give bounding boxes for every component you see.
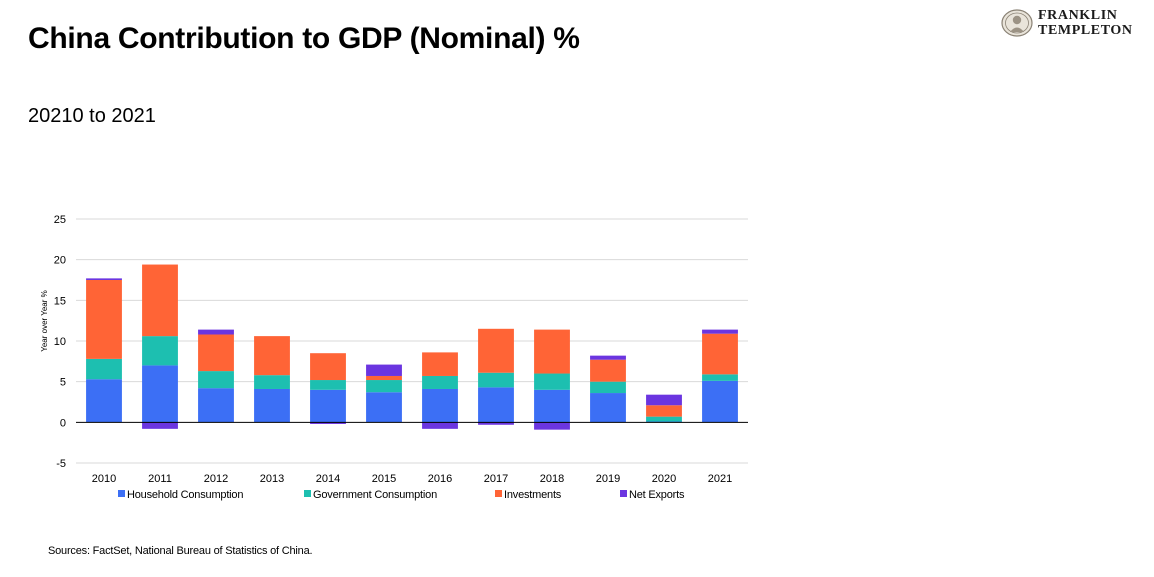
legend-label: Net Exports: [629, 489, 685, 501]
bar-segment-household-consumption: [478, 387, 514, 423]
chart-bars: [86, 264, 738, 430]
bar-segment-government-consumption: [702, 374, 738, 381]
y-tick-label: 20: [54, 255, 66, 267]
bar-segment-net-exports: [310, 422, 346, 424]
bar-segment-government-consumption: [142, 336, 178, 366]
x-tick-label: 2018: [540, 473, 564, 485]
bar-segment-net-exports: [646, 394, 682, 406]
bar-segment-net-exports: [478, 422, 514, 425]
bar-segment-government-consumption: [86, 358, 122, 380]
legend-swatch: [304, 490, 311, 497]
bar-segment-net-exports: [702, 329, 738, 334]
bar-segment-government-consumption: [646, 416, 682, 422]
bar-segment-household-consumption: [366, 392, 402, 423]
y-axis-label: Year over Year %: [40, 290, 49, 352]
bar-segment-household-consumption: [310, 389, 346, 423]
bar-segment-investments: [198, 334, 234, 372]
franklin-templeton-logo: FRANKLIN TEMPLETON: [1000, 6, 1145, 40]
y-tick-label: 0: [60, 417, 66, 429]
bar-segment-household-consumption: [534, 389, 570, 423]
logo-line-1: FRANKLIN: [1038, 8, 1118, 23]
bar-segment-household-consumption: [590, 393, 626, 423]
bar-segment-investments: [702, 333, 738, 375]
bar-segment-household-consumption: [198, 388, 234, 423]
bar-segment-investments: [254, 336, 290, 376]
logo-line-2: TEMPLETON: [1038, 23, 1133, 38]
legend-swatch: [620, 490, 627, 497]
x-tick-label: 2021: [708, 473, 732, 485]
bar-segment-investments: [86, 280, 122, 359]
source-note: Sources: FactSet, National Bureau of Sta…: [48, 545, 313, 557]
bar-segment-government-consumption: [478, 372, 514, 388]
x-tick-label: 2020: [652, 473, 676, 485]
y-tick-label: 15: [54, 295, 66, 307]
legend-swatch: [495, 490, 502, 497]
y-axis-ticks: -5 0 5 10 15 20 25: [54, 214, 66, 470]
bar-segment-net-exports: [142, 422, 178, 429]
y-tick-label: 25: [54, 214, 66, 226]
bar-segment-investments: [422, 352, 458, 376]
bar-segment-investments: [646, 405, 682, 417]
x-tick-label: 2011: [148, 473, 172, 485]
legend-label: Government Consumption: [313, 489, 437, 501]
bar-segment-investments: [142, 264, 178, 337]
bar-segment-net-exports: [422, 422, 458, 429]
bar-segment-investments: [534, 329, 570, 374]
chart-gridlines: [76, 218, 748, 464]
bar-segment-net-exports: [86, 278, 122, 280]
bar-segment-net-exports: [534, 422, 570, 430]
x-tick-label: 2019: [596, 473, 620, 485]
bar-segment-investments: [310, 353, 346, 381]
x-tick-label: 2015: [372, 473, 396, 485]
bar-segment-government-consumption: [534, 373, 570, 390]
bar-segment-government-consumption: [254, 375, 290, 389]
bar-segment-investments: [366, 375, 402, 381]
y-tick-label: 5: [60, 377, 66, 389]
bar-segment-household-consumption: [86, 379, 122, 423]
bar-segment-government-consumption: [310, 380, 346, 390]
x-tick-label: 2012: [204, 473, 228, 485]
bar-segment-investments: [590, 359, 626, 382]
bar-segment-net-exports: [366, 364, 402, 376]
legend-swatch: [118, 490, 125, 497]
x-tick-label: 2017: [484, 473, 508, 485]
bar-segment-net-exports: [590, 355, 626, 360]
bar-segment-government-consumption: [422, 375, 458, 389]
bar-segment-government-consumption: [590, 381, 626, 394]
bar-segment-investments: [478, 328, 514, 373]
portrait-seal-icon: [1001, 9, 1033, 37]
x-tick-label: 2013: [260, 473, 284, 485]
bar-segment-household-consumption: [702, 380, 738, 423]
bar-segment-household-consumption: [254, 388, 290, 423]
legend-label: Investments: [504, 489, 562, 501]
x-tick-label: 2016: [428, 473, 452, 485]
bar-segment-household-consumption: [142, 365, 178, 423]
bar-segment-net-exports: [198, 329, 234, 335]
bar-segment-government-consumption: [366, 380, 402, 393]
page-subtitle: 20210 to 2021: [28, 105, 156, 127]
logo-wordmark: FRANKLIN TEMPLETON: [1038, 8, 1133, 38]
legend-label: Household Consumption: [127, 489, 243, 501]
chart-legend: Household Consumption Government Consumpt…: [118, 489, 685, 501]
x-tick-label: 2014: [316, 473, 340, 485]
x-tick-label: 2010: [92, 473, 116, 485]
x-axis-ticks: 2010 2011 2012 2013 2014 2015 2016 2017 2018 2019…: [92, 473, 732, 485]
bar-segment-government-consumption: [198, 371, 234, 389]
bar-segment-household-consumption: [422, 388, 458, 423]
y-tick-label: -5: [56, 458, 66, 470]
y-tick-label: 10: [54, 336, 66, 348]
page-title: China Contribution to GDP (Nominal) %: [28, 22, 580, 55]
